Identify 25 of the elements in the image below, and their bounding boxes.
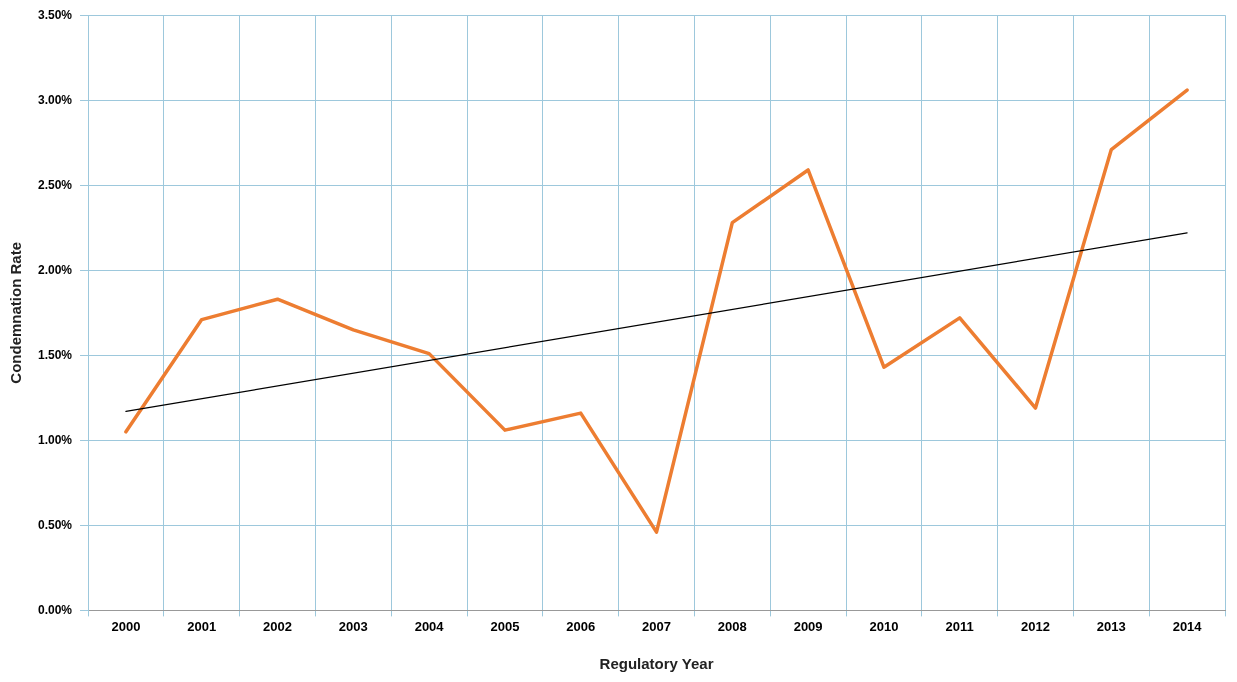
x-tick-label: 2010 — [869, 618, 899, 634]
x-tick-label: 2003 — [338, 618, 368, 634]
x-tick-label: 2006 — [566, 618, 596, 634]
y-tick-label: 1.50% — [37, 347, 73, 362]
x-tick-label: 2007 — [642, 618, 671, 634]
x-tick-label: 2000 — [111, 618, 141, 634]
y-tick-label: 3.00% — [37, 92, 73, 107]
y-tick-label: 2.00% — [37, 262, 73, 277]
x-tick-label: 2014 — [1172, 618, 1203, 634]
y-tick-label: 1.00% — [37, 432, 73, 447]
x-tick-label: 2001 — [187, 618, 217, 634]
y-tick-label: 2.50% — [37, 177, 73, 192]
y-tick-label: 0.00% — [37, 602, 73, 617]
x-tick-label: 2002 — [263, 618, 292, 634]
y-tick-label: 3.50% — [37, 7, 73, 22]
x-tick-label: 2011 — [945, 618, 974, 634]
y-tick-label: 0.50% — [37, 517, 73, 532]
x-tick-label: 2012 — [1021, 618, 1050, 634]
x-tick-label: 2008 — [717, 618, 747, 634]
x-tick-label: 2005 — [490, 618, 520, 634]
x-tick-label: 2004 — [414, 618, 445, 634]
x-axis-title: Regulatory Year — [599, 655, 714, 673]
x-tick-label: 2013 — [1096, 618, 1126, 634]
y-axis-title: Condemnation Rate — [7, 241, 25, 384]
x-tick-label: 2009 — [793, 618, 823, 634]
